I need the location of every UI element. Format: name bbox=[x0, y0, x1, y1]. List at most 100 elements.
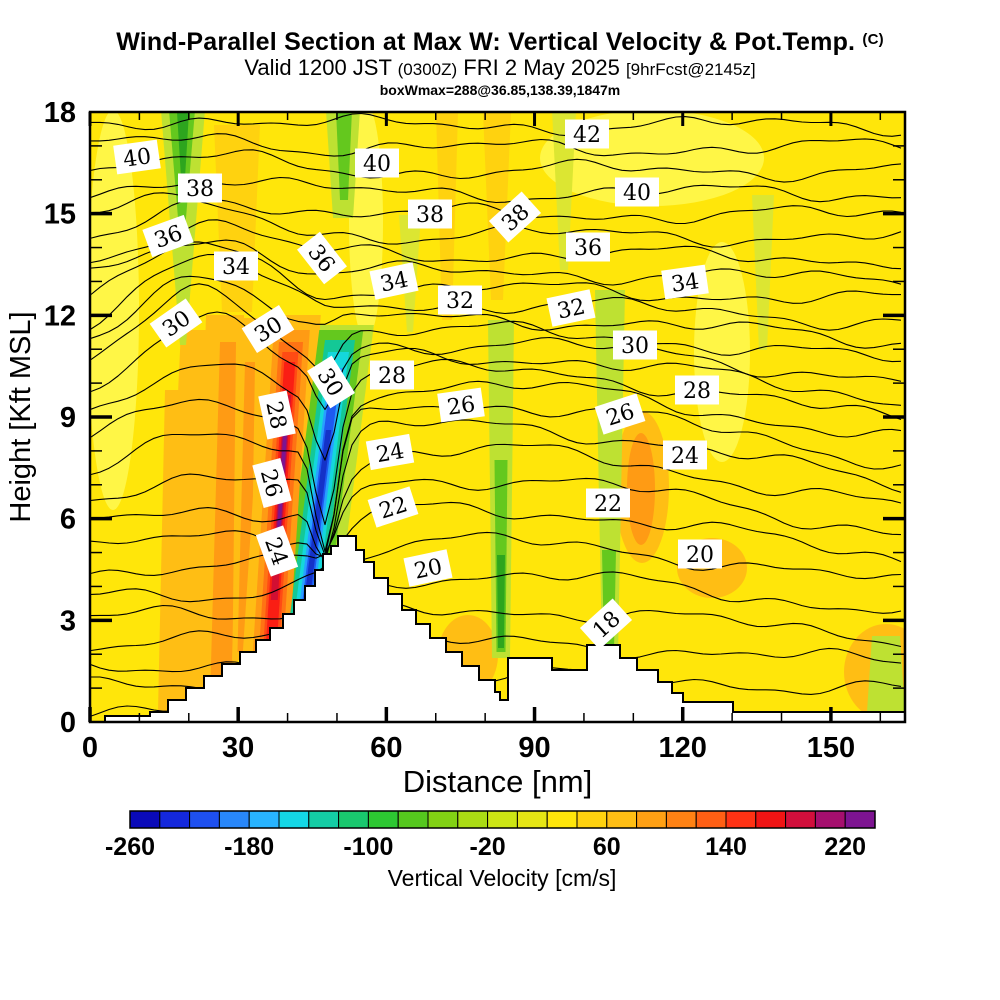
contour-label-box bbox=[370, 360, 414, 390]
contour-label: 22 bbox=[586, 488, 630, 518]
contour-label-box bbox=[663, 440, 707, 470]
contour-label-value: 22 bbox=[594, 492, 622, 517]
contour-label: 30 bbox=[149, 298, 203, 348]
contour-label-value: 40 bbox=[623, 181, 651, 206]
fill-band bbox=[752, 195, 774, 350]
isentrope-line bbox=[90, 219, 902, 270]
contour-label-box bbox=[149, 298, 203, 348]
contour-label: 32 bbox=[546, 289, 596, 327]
contour-label-box bbox=[113, 139, 161, 175]
contour-label: 40 bbox=[113, 139, 161, 175]
contour-label-box bbox=[355, 148, 399, 178]
contour-label-box bbox=[675, 375, 719, 405]
valid-time-utc: (0300Z) bbox=[397, 60, 458, 79]
colorbar-cell bbox=[516, 810, 548, 829]
y-axis-title: Height [Kft MSL] bbox=[5, 311, 37, 522]
colorbar-tick-label: -180 bbox=[224, 833, 274, 861]
contour-label: 28 bbox=[258, 390, 296, 440]
contour-label-box bbox=[258, 390, 296, 440]
colorbar-cell bbox=[755, 810, 787, 829]
draft-stripe bbox=[301, 430, 332, 622]
title-line2: Valid 1200 JST (0300Z) FRI 2 May 2025 [9… bbox=[0, 56, 1000, 82]
contour-label-value: 32 bbox=[555, 294, 588, 324]
contour-label-box bbox=[546, 289, 596, 327]
colorbar-tick-label: -20 bbox=[470, 833, 506, 861]
colorbar-cell bbox=[129, 810, 161, 829]
y-tick-label: 18 bbox=[44, 97, 76, 129]
contour-label: 30 bbox=[307, 355, 355, 409]
contour-label-value: 24 bbox=[671, 444, 699, 469]
colorbar-cell bbox=[606, 810, 638, 829]
colorbar-cell bbox=[576, 810, 608, 829]
contour-label-box bbox=[613, 330, 657, 360]
contour-label: 28 bbox=[675, 375, 719, 405]
title-line1: Wind-Parallel Section at Max W: Vertical… bbox=[0, 26, 1000, 56]
colorbar-frame bbox=[129, 810, 876, 829]
isentrope-line bbox=[90, 176, 902, 204]
contour-label: 36 bbox=[142, 214, 194, 258]
y-tick-label: 9 bbox=[60, 402, 76, 434]
fill-band bbox=[867, 636, 905, 712]
contour-label-value: 40 bbox=[122, 144, 153, 173]
contour-label-box bbox=[565, 119, 609, 149]
colorbar-tick-label: -260 bbox=[105, 833, 155, 861]
fill-blob bbox=[627, 433, 655, 545]
colorbar: -260 -180 -100 -20 60 140 220 Vertical Velocity… bbox=[105, 810, 876, 891]
contour-label: 34 bbox=[661, 264, 709, 300]
forecast-hour: [9hrFcst@2145z] bbox=[625, 60, 756, 79]
contour-label-value: 28 bbox=[683, 379, 711, 404]
fill-blob bbox=[694, 242, 750, 462]
y-tick-label: 12 bbox=[44, 300, 76, 332]
colorbar-cell bbox=[427, 810, 459, 829]
contour-label-box bbox=[367, 486, 419, 528]
x-tick-label: 90 bbox=[518, 732, 550, 764]
contour-label-value: 34 bbox=[670, 269, 701, 298]
contour-label: 26 bbox=[594, 393, 646, 435]
contour-label-box bbox=[615, 177, 659, 207]
colorbar-cell bbox=[636, 810, 667, 829]
valid-date: FRI 2 May 2025 bbox=[463, 55, 620, 80]
contour-label-value: 34 bbox=[378, 267, 411, 297]
colorbar-cell bbox=[278, 810, 310, 829]
colorbar-cell bbox=[189, 810, 220, 829]
contour-label-box bbox=[297, 231, 347, 285]
isentrope-line bbox=[90, 405, 902, 557]
contour-label-box bbox=[214, 251, 258, 281]
isentrope-line bbox=[90, 239, 902, 286]
contour-label-value: 26 bbox=[446, 392, 477, 421]
y-tick-label: 6 bbox=[60, 504, 76, 536]
fill-band bbox=[214, 125, 260, 312]
contour-label-value: 20 bbox=[412, 554, 445, 584]
wmax-annotation: boxWmax=288@36.85,138.39,1847m bbox=[379, 82, 621, 98]
isentrope-line bbox=[90, 477, 902, 576]
contour-label-box bbox=[678, 539, 722, 569]
colorbar-cell bbox=[159, 810, 191, 829]
contour-label-box bbox=[403, 549, 453, 587]
isentrope-line bbox=[91, 133, 902, 157]
contour-label-box bbox=[437, 387, 485, 423]
fill-band bbox=[210, 342, 236, 700]
colorbar-cell bbox=[546, 810, 578, 829]
contour-label-box bbox=[307, 355, 355, 409]
title-units: (C) bbox=[862, 31, 884, 48]
isentrope-line bbox=[90, 571, 902, 652]
contour-label-box bbox=[178, 173, 222, 203]
isentrope-line bbox=[90, 192, 902, 225]
contour-label-value: 28 bbox=[378, 364, 406, 389]
colorbar-cell bbox=[397, 810, 429, 829]
contour-label-box bbox=[142, 214, 194, 258]
contour-label: 34 bbox=[214, 251, 258, 281]
colorbar-cell bbox=[218, 810, 250, 829]
colorbar-cell bbox=[367, 810, 399, 829]
isentrope-line bbox=[90, 283, 902, 372]
isentrope-line bbox=[90, 149, 902, 183]
colorbar-tick-label: 60 bbox=[593, 833, 621, 861]
isentrope-line bbox=[90, 347, 902, 461]
contour-label: 26 bbox=[252, 457, 292, 509]
isentrope-line bbox=[90, 601, 902, 673]
contour-label: 24 bbox=[365, 433, 415, 471]
colorbar-cell bbox=[338, 810, 369, 829]
